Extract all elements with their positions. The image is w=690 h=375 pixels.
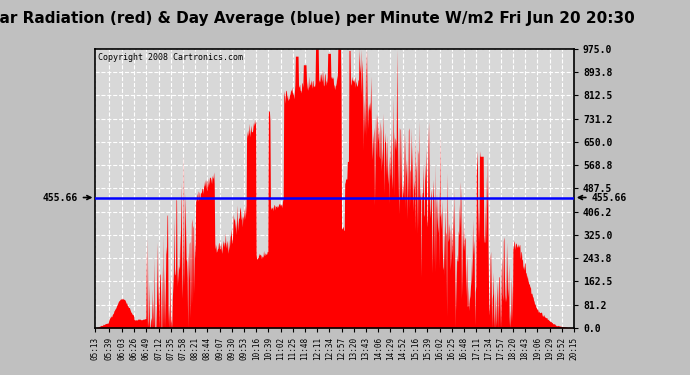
Text: Solar Radiation (red) & Day Average (blue) per Minute W/m2 Fri Jun 20 20:30: Solar Radiation (red) & Day Average (blu… bbox=[0, 11, 635, 26]
Text: Copyright 2008 Cartronics.com: Copyright 2008 Cartronics.com bbox=[98, 53, 243, 62]
Text: 455.66: 455.66 bbox=[43, 192, 90, 202]
Text: 455.66: 455.66 bbox=[579, 192, 627, 202]
